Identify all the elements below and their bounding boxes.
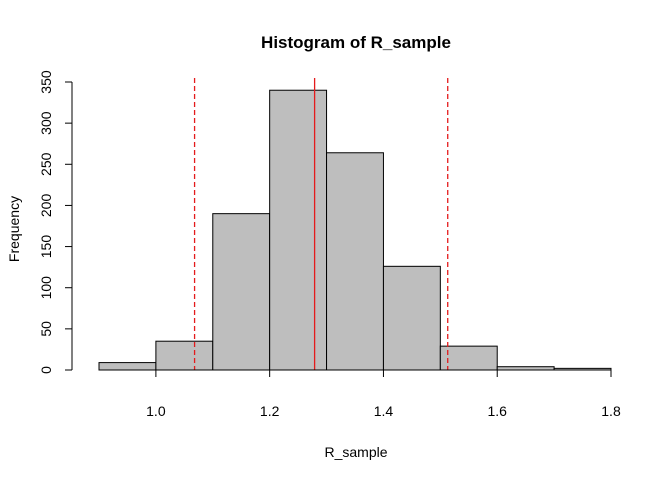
x-tick-label: 1.6 (487, 403, 507, 419)
histogram-bar-1 (155, 340, 214, 371)
x-tick-label: 1.2 (260, 403, 280, 419)
y-axis: 0 50 100 150 200 250 300 350 (38, 70, 73, 374)
x-tick-label: 1.8 (601, 403, 621, 419)
y-tick-label: 150 (38, 235, 54, 259)
bars-group (98, 89, 612, 371)
histogram-bar-5 (382, 265, 441, 371)
histogram-bar-6 (439, 345, 498, 371)
reference-lines-group (193, 78, 449, 370)
y-tick-label: 300 (38, 111, 54, 135)
histogram-bar-4 (326, 152, 384, 371)
chart-title: Histogram of R_sample (261, 33, 451, 52)
y-tick-label: 200 (38, 194, 54, 218)
x-axis-title: R_sample (324, 444, 387, 460)
x-tick-label: 1.4 (374, 403, 394, 419)
y-tick-label: 0 (38, 366, 54, 374)
histogram-bar-0 (98, 362, 157, 371)
y-tick-label: 350 (38, 70, 54, 94)
y-tick-label: 250 (38, 152, 54, 176)
x-tick-label: 1.0 (146, 403, 166, 419)
histogram-bar-2 (212, 213, 271, 371)
x-axis: 1.0 1.2 1.4 1.6 1.8 (146, 369, 621, 419)
y-axis-title: Frequency (6, 196, 22, 262)
histogram-bar-3 (269, 89, 328, 371)
y-tick-label: 100 (38, 276, 54, 300)
y-tick-label: 50 (38, 321, 54, 337)
